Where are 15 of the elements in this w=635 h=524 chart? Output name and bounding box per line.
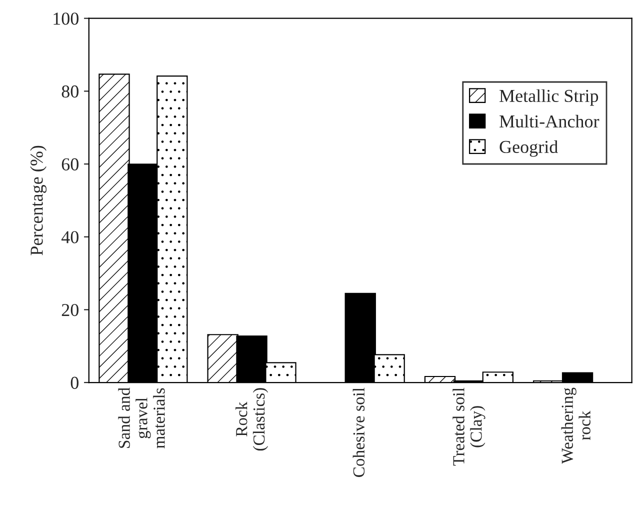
y-tick-label: 100 xyxy=(54,12,78,25)
x-tick-label: Treated soil (Clay) xyxy=(452,388,486,466)
y-tick-label: 60 xyxy=(62,158,78,170)
y-axis-title: Percentage (%) xyxy=(30,146,47,256)
y-tick-label: 40 xyxy=(61,231,78,244)
y-tick-label: 20 xyxy=(62,304,78,316)
x-tick-label: Cohesive soil xyxy=(352,388,365,477)
legend-label: Geogrid xyxy=(500,140,558,157)
y-tick-label: 0 xyxy=(70,376,78,389)
x-tick-label: Sand and gravel materials xyxy=(118,388,165,448)
x-tick-label: Rock (Clastics) xyxy=(236,388,268,451)
legend-label: Multi-Anchor xyxy=(500,114,600,128)
legend-label: Metallic Strip xyxy=(500,89,598,106)
x-tick-label: Weathering rock xyxy=(561,388,590,464)
y-tick-label: 80 xyxy=(62,85,78,98)
